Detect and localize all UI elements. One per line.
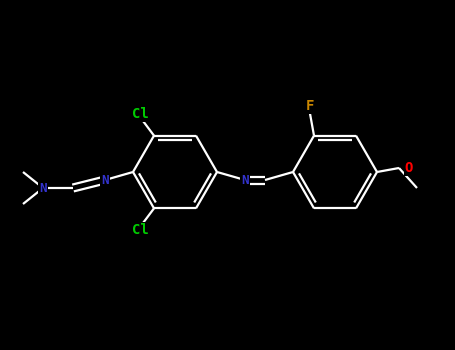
Text: Cl: Cl [131, 107, 148, 121]
Text: O: O [405, 161, 413, 175]
Text: N: N [101, 174, 109, 187]
Text: Cl: Cl [131, 223, 148, 237]
Text: F: F [306, 99, 314, 113]
Text: N: N [39, 182, 47, 195]
Text: N: N [241, 174, 249, 187]
